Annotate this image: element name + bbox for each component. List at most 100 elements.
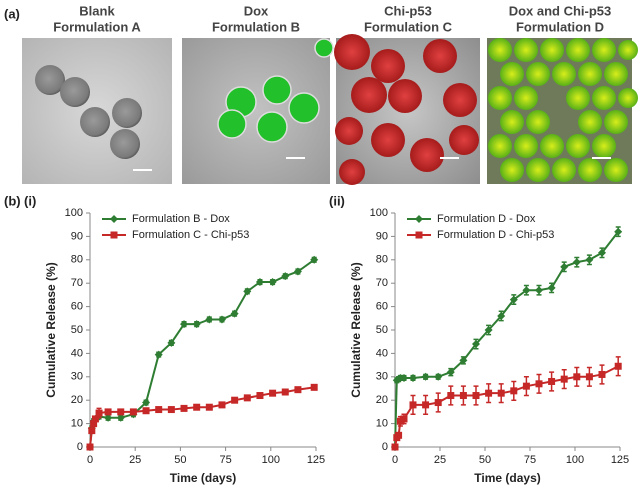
spheres-d bbox=[488, 38, 638, 182]
marker bbox=[86, 443, 94, 451]
marker bbox=[230, 309, 239, 318]
chart-label: (i) bbox=[24, 193, 36, 208]
marker bbox=[193, 403, 201, 411]
marker bbox=[497, 311, 506, 320]
marker bbox=[218, 401, 226, 409]
marker bbox=[598, 248, 606, 257]
y-tick-label: 80 bbox=[71, 254, 83, 266]
x-tick-label: 125 bbox=[307, 454, 325, 466]
marker bbox=[192, 320, 201, 329]
marker bbox=[293, 267, 302, 276]
spheres-c bbox=[334, 34, 479, 185]
spheres-a bbox=[35, 65, 152, 171]
chart-label: (ii) bbox=[329, 193, 345, 208]
marker bbox=[472, 340, 480, 349]
marker bbox=[142, 398, 151, 407]
x-axis-title: Time (days) bbox=[170, 471, 236, 485]
marker bbox=[310, 255, 319, 264]
y-tick-label: 100 bbox=[65, 207, 83, 219]
y-tick-label: 90 bbox=[71, 230, 83, 242]
marker bbox=[243, 394, 251, 402]
marker bbox=[585, 255, 594, 264]
y-axis-title: Cumulative Release (%) bbox=[349, 262, 363, 397]
marker bbox=[281, 388, 289, 396]
x-tick-label: 25 bbox=[434, 454, 446, 466]
marker bbox=[281, 272, 290, 281]
marker bbox=[255, 278, 264, 287]
micrographs bbox=[22, 34, 638, 185]
image-title: Chi-p53 bbox=[384, 3, 432, 18]
marker bbox=[459, 356, 468, 365]
marker bbox=[560, 262, 569, 271]
marker bbox=[446, 368, 455, 377]
marker bbox=[104, 413, 113, 422]
marker bbox=[614, 362, 622, 370]
marker bbox=[167, 406, 175, 414]
series-line bbox=[394, 231, 619, 448]
y-tick-label: 10 bbox=[376, 418, 388, 430]
y-tick-label: 40 bbox=[71, 347, 83, 359]
marker bbox=[484, 326, 493, 334]
y-tick-label: 40 bbox=[376, 347, 388, 359]
marker bbox=[243, 287, 252, 296]
legend-marker bbox=[110, 231, 118, 239]
marker bbox=[391, 443, 399, 451]
marker bbox=[395, 431, 403, 439]
y-tick-label: 80 bbox=[376, 254, 388, 266]
marker bbox=[88, 427, 96, 435]
marker bbox=[560, 375, 568, 383]
y-tick-label: 30 bbox=[376, 371, 388, 383]
y-tick-label: 20 bbox=[376, 394, 388, 406]
legend-marker bbox=[415, 231, 423, 239]
marker bbox=[117, 408, 125, 416]
image-title: Formulation C bbox=[364, 19, 453, 34]
marker bbox=[396, 417, 404, 425]
marker bbox=[447, 392, 455, 400]
marker bbox=[509, 295, 518, 304]
legend-label: Formulation D - Chi-p53 bbox=[437, 229, 554, 241]
y-tick-label: 0 bbox=[77, 441, 83, 453]
y-tick-label: 60 bbox=[376, 301, 388, 313]
marker bbox=[268, 278, 277, 287]
image-title: Dox bbox=[244, 3, 269, 18]
legend-marker bbox=[415, 215, 423, 223]
y-tick-label: 20 bbox=[71, 394, 83, 406]
marker bbox=[142, 407, 150, 415]
marker bbox=[91, 415, 99, 423]
y-tick-label: 50 bbox=[376, 324, 388, 336]
marker bbox=[400, 415, 408, 423]
x-tick-label: 25 bbox=[129, 454, 141, 466]
marker bbox=[614, 227, 623, 236]
y-tick-label: 100 bbox=[370, 207, 388, 219]
marker bbox=[116, 413, 125, 422]
image-title: Formulation D bbox=[516, 19, 604, 34]
y-tick-label: 70 bbox=[376, 277, 388, 289]
y-tick-label: 0 bbox=[382, 441, 388, 453]
panel-label: (a) bbox=[4, 6, 20, 21]
marker bbox=[572, 258, 581, 267]
marker bbox=[400, 373, 408, 382]
marker bbox=[459, 392, 467, 400]
marker bbox=[522, 286, 531, 295]
spheres-b bbox=[217, 38, 334, 159]
legend-label: Formulation C - Chi-p53 bbox=[132, 229, 249, 241]
marker bbox=[294, 386, 302, 394]
marker bbox=[510, 387, 518, 395]
marker bbox=[95, 409, 103, 417]
marker bbox=[104, 408, 112, 416]
y-tick-label: 30 bbox=[71, 371, 83, 383]
y-axis-title: Cumulative Release (%) bbox=[44, 262, 58, 397]
x-tick-label: 100 bbox=[566, 454, 584, 466]
legend-label: Formulation D - Dox bbox=[437, 213, 536, 225]
series-line bbox=[89, 258, 315, 448]
x-tick-label: 0 bbox=[392, 454, 398, 466]
x-tick-label: 0 bbox=[87, 454, 93, 466]
x-tick-label: 125 bbox=[611, 454, 629, 466]
marker bbox=[522, 382, 530, 390]
image-title: Blank bbox=[79, 3, 115, 18]
marker bbox=[167, 338, 176, 347]
y-tick-label: 50 bbox=[71, 324, 83, 336]
marker bbox=[497, 389, 505, 397]
image-title: Formulation A bbox=[53, 19, 141, 34]
